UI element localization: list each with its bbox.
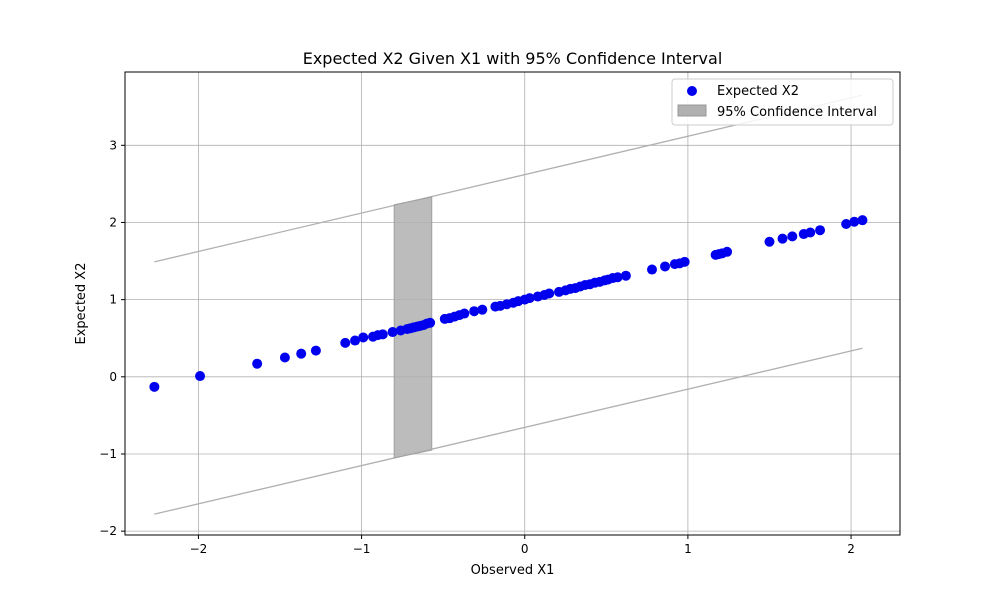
data-point <box>377 329 388 340</box>
data-point <box>787 231 798 242</box>
x-tick-label: 2 <box>847 542 855 556</box>
data-point <box>524 293 535 304</box>
legend-swatch-confidence-interval <box>677 104 707 117</box>
data-point <box>544 288 555 299</box>
data-point <box>777 233 788 244</box>
x-axis-ticks: −2 −1 0 1 2 <box>190 535 855 556</box>
data-point <box>612 272 623 283</box>
data-point <box>296 348 307 359</box>
legend-box <box>671 78 894 126</box>
data-point <box>195 371 206 382</box>
data-point <box>805 227 816 238</box>
plot-frame <box>124 71 901 536</box>
data-point <box>764 236 775 247</box>
data-point <box>469 306 480 317</box>
data-point <box>358 332 369 343</box>
chart-title: Expected X2 Given X1 with 95% Confidence… <box>303 49 723 68</box>
data-point <box>849 216 860 227</box>
x-tick-label: 0 <box>521 542 529 556</box>
data-point <box>425 317 436 328</box>
y-tick-label: 0 <box>109 370 117 384</box>
x-axis-label: Observed X1 <box>471 563 555 578</box>
y-tick-label: −1 <box>99 447 117 461</box>
scatter-points <box>149 215 868 392</box>
data-point <box>252 358 263 369</box>
data-point <box>310 345 321 356</box>
data-point <box>477 304 488 315</box>
lower-bound-line <box>154 347 863 515</box>
data-point <box>340 337 351 348</box>
data-point <box>815 225 826 236</box>
x-tick-label: −2 <box>190 542 208 556</box>
y-axis-label: Expected X2 <box>74 263 89 345</box>
data-point <box>679 256 690 267</box>
data-point <box>620 270 631 281</box>
y-axis-ticks: −2 −1 0 1 2 3 <box>99 138 125 538</box>
y-tick-label: 3 <box>109 138 117 152</box>
legend-label-confidence-interval: 95% Confidence Interval <box>717 105 877 120</box>
data-point <box>647 264 657 275</box>
data-point <box>459 308 470 319</box>
y-tick-label: −2 <box>99 524 117 538</box>
y-tick-label: 1 <box>109 293 117 307</box>
y-tick-label: 2 <box>109 215 117 229</box>
data-point <box>149 381 160 392</box>
data-point <box>841 219 852 230</box>
legend-label-expected-x2: Expected X2 <box>717 84 799 99</box>
x-tick-label: −1 <box>353 542 371 556</box>
data-point <box>387 327 398 338</box>
x-tick-label: 1 <box>684 542 692 556</box>
data-point <box>279 352 290 363</box>
data-point <box>857 215 868 226</box>
data-point <box>660 261 671 272</box>
data-point <box>722 246 733 257</box>
legend: Expected X2 95% Confidence Interval <box>671 78 894 126</box>
legend-marker-expected-x2 <box>687 86 697 96</box>
data-point <box>350 335 361 346</box>
